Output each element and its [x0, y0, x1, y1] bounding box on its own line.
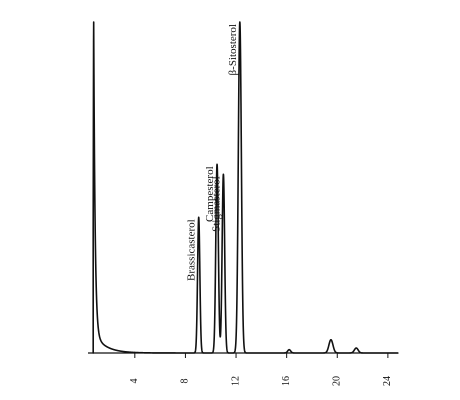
x-axis-tick-labels: 4 8 12 16 20 24 [129, 376, 393, 386]
x-tick-label-24: 24 [382, 376, 393, 386]
x-tick-label-8: 8 [180, 379, 191, 384]
chromatogram-trace [92, 21, 399, 354]
peak-label-campesterol: Campesterol [204, 166, 216, 222]
peak-label-stigmasterol: Stigmasterol [210, 176, 222, 232]
x-tick-label-4: 4 [129, 379, 140, 384]
x-tick-label-12: 12 [230, 376, 241, 386]
x-tick-label-16: 16 [281, 376, 292, 386]
peak-label-brassicasterol: Brassicasterol [186, 219, 198, 281]
x-tick-label-20: 20 [332, 376, 343, 386]
x-axis-ticks [134, 353, 389, 358]
peak-label-beta-sitosterol: β-Sitosterol [227, 24, 239, 75]
